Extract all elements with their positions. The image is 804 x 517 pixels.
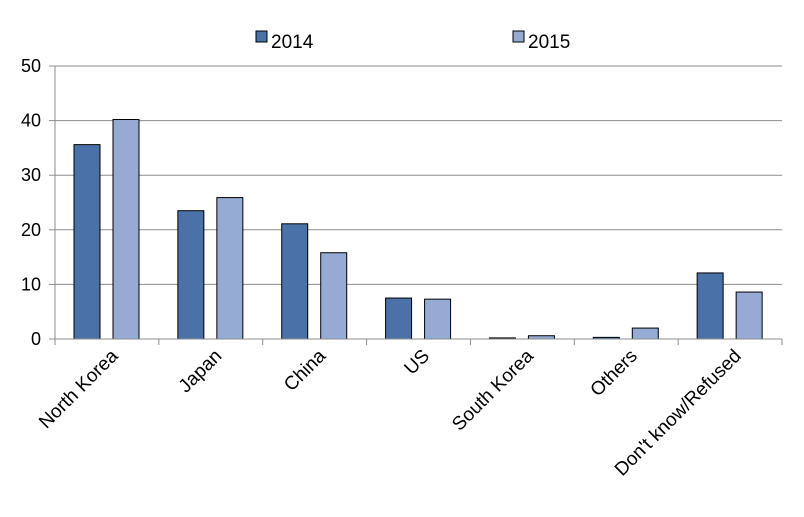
bar-2014-china	[281, 223, 309, 340]
bar-2015-china	[320, 252, 348, 340]
y-tick-label: 50	[21, 56, 41, 76]
bar-2014-japan	[177, 210, 205, 340]
legend-label-2015: 2015	[528, 32, 570, 53]
x-category-label: North Korea	[35, 345, 123, 433]
y-tick-label: 10	[21, 274, 41, 294]
bar-2014-us	[385, 297, 413, 340]
bar-2015-us	[424, 298, 452, 340]
y-tick-label: 0	[31, 329, 41, 349]
bar-2014-north-korea	[73, 144, 101, 340]
bar-2015-japan	[216, 197, 244, 340]
legend-label-2014: 2014	[271, 32, 314, 53]
x-category-label: China	[280, 345, 330, 395]
legend-swatch-2015	[512, 30, 525, 43]
bar-2015-others	[631, 327, 659, 340]
bar-2014-don-t-know-refused	[696, 272, 724, 340]
bar-2015-north-korea	[112, 119, 140, 340]
x-category-label: South Korea	[448, 345, 538, 435]
gridlines	[55, 65, 782, 285]
x-category-label: Others	[587, 346, 642, 401]
bar-2015-don-t-know-refused	[735, 291, 763, 340]
legend-swatch-2014	[255, 30, 268, 43]
y-tick-label: 20	[21, 220, 41, 240]
x-category-label: US	[401, 346, 435, 380]
y-tick-label: 30	[21, 165, 41, 185]
y-tick-label: 40	[21, 111, 41, 131]
x-category-label: Japan	[175, 346, 226, 397]
legend: 2014 2015	[255, 30, 570, 53]
bars	[73, 119, 763, 340]
